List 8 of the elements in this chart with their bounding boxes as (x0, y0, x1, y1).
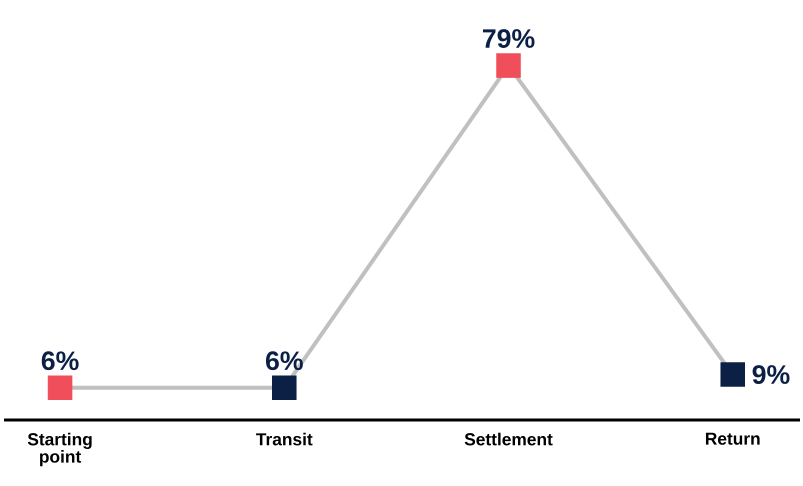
data-label: 79% (482, 29, 534, 48)
x-tick-label: Return (706, 432, 760, 445)
data-label: 6% (266, 351, 303, 370)
x-tick-label: Transit (256, 432, 312, 446)
data-label: 6% (42, 351, 79, 370)
data-label: 9% (752, 365, 790, 384)
x-tick-label: Starting point (28, 432, 92, 466)
x-tick-label: Settlement (464, 432, 553, 446)
